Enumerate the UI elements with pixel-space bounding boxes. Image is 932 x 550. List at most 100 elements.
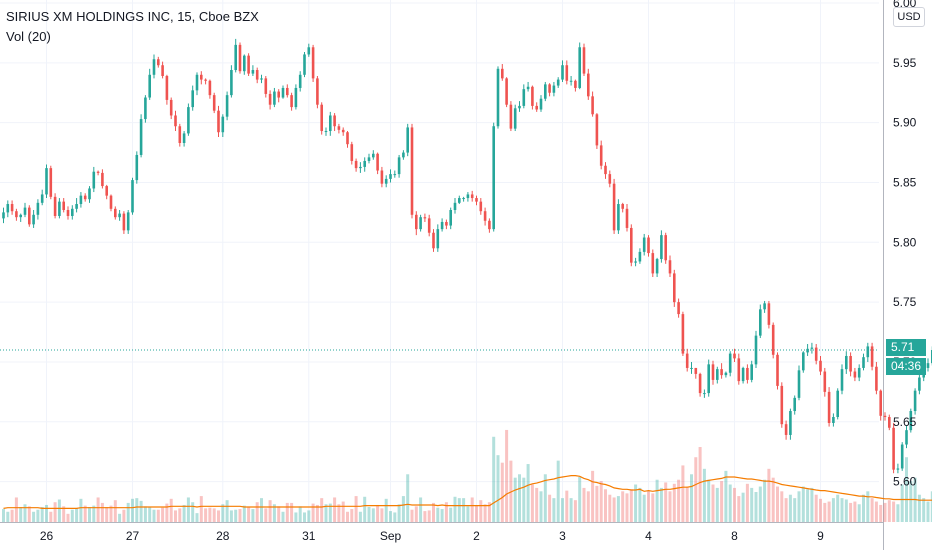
volume-bar	[741, 492, 745, 522]
candle-body	[767, 303, 771, 325]
candle-body	[604, 165, 607, 175]
candle-body	[883, 415, 887, 418]
volume-bar	[100, 502, 104, 522]
candle-body	[518, 105, 521, 109]
currency-label[interactable]: USD	[893, 7, 925, 27]
candle-body	[707, 364, 710, 394]
candle-body	[483, 211, 487, 221]
volume-bar	[371, 508, 375, 522]
candle-body	[19, 214, 22, 218]
volume-bar	[453, 496, 457, 522]
volume-bar	[475, 505, 478, 522]
volume-bar	[380, 508, 384, 522]
volume-bar	[767, 468, 771, 522]
last-price-tag: 5.71	[886, 339, 926, 356]
volume-bar	[255, 502, 259, 522]
x-tick-label: Sep	[380, 529, 402, 543]
volume-bar	[156, 509, 160, 522]
bar-countdown-tag: 04:36	[886, 358, 926, 375]
candle-body	[384, 178, 388, 184]
volume-bar	[444, 502, 448, 522]
volume-bar	[212, 508, 216, 522]
candle-body	[685, 353, 689, 368]
candle-body	[741, 367, 745, 382]
candle-body	[139, 119, 143, 155]
candle-body	[505, 78, 508, 105]
x-tick-label: 9	[817, 529, 824, 543]
volume-bar	[702, 468, 706, 522]
candle-body	[673, 273, 676, 303]
volume-bar	[208, 507, 212, 522]
volume-bar	[586, 491, 590, 522]
candle-body	[178, 126, 182, 143]
volume-bar	[217, 510, 220, 522]
candle-body	[522, 89, 526, 106]
volume-bar	[367, 507, 371, 522]
candle-body	[750, 364, 753, 380]
volume-bar	[414, 506, 418, 522]
volume-bar	[509, 460, 513, 522]
candle-body	[728, 353, 732, 373]
volume-bar	[690, 474, 693, 522]
volume-bar	[204, 508, 208, 522]
candle-body	[92, 171, 96, 189]
candle-body	[776, 354, 779, 386]
candle-body	[329, 115, 332, 132]
volume-bar	[810, 487, 814, 522]
candle-body	[281, 87, 285, 98]
volume-bar	[328, 503, 332, 522]
candle-body	[191, 90, 194, 108]
volume-bar	[57, 499, 61, 522]
volume-bar	[720, 481, 724, 522]
candle-body	[96, 171, 100, 173]
volume-bar	[819, 498, 822, 522]
volume-bar	[303, 512, 306, 522]
candle-body	[526, 86, 530, 90]
volume-bar	[823, 502, 827, 522]
candle-body	[341, 129, 345, 133]
candle-body	[234, 44, 237, 71]
volume-bar	[191, 502, 195, 522]
volume-bar	[707, 479, 711, 522]
candle-body	[845, 355, 848, 370]
candle-body	[28, 207, 31, 225]
volume-bar	[642, 494, 646, 522]
volume-bar	[552, 498, 556, 522]
volume-bar	[169, 498, 173, 522]
candle-body	[698, 373, 702, 394]
volume-bar	[260, 498, 263, 522]
volume-bar	[294, 512, 298, 522]
candle-body	[827, 391, 831, 423]
volume-bar	[333, 497, 337, 522]
symbol-legend: SIRIUS XM HOLDINGS INC, 15, Cboe BZX	[6, 9, 259, 24]
volume-bar	[569, 498, 573, 522]
volume-bar	[152, 509, 156, 522]
volume-bar	[887, 500, 891, 522]
candle-body	[380, 170, 384, 184]
candle-body	[354, 160, 358, 169]
volume-bar	[315, 504, 319, 522]
candle-body	[440, 221, 444, 230]
volume-bar	[518, 474, 521, 522]
volume-bar	[143, 506, 147, 522]
x-tick-label: 31	[302, 529, 316, 543]
candle-body	[40, 194, 44, 203]
candle-body	[565, 65, 569, 81]
x-tick-label: 8	[731, 529, 738, 543]
candle-body	[703, 393, 706, 395]
volume-bar	[535, 487, 539, 522]
candle-body	[625, 208, 629, 228]
candle-body	[71, 208, 74, 216]
volume-bar	[874, 501, 878, 522]
candle-body	[187, 107, 190, 134]
candle-body	[789, 411, 792, 435]
y-tick-label: 6.00	[893, 0, 917, 10]
candle-body	[462, 198, 465, 200]
volume-bar	[346, 511, 349, 522]
volume-bar	[634, 484, 638, 522]
volume-bar	[728, 484, 732, 522]
volume-bar	[96, 497, 100, 522]
candle-body	[200, 74, 203, 80]
volume-ma-line	[3, 475, 932, 509]
